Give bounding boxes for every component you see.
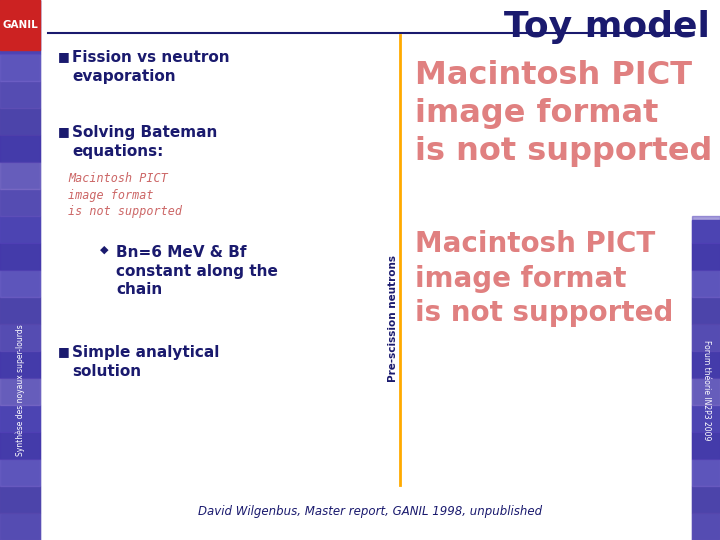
Text: ■: ■ <box>58 125 70 138</box>
Text: Pre-scission neutrons: Pre-scission neutrons <box>388 255 398 382</box>
Bar <box>692 220 720 540</box>
Text: ■: ■ <box>58 50 70 63</box>
Bar <box>0 162 40 189</box>
Bar <box>692 432 720 459</box>
Bar <box>692 351 720 378</box>
Text: Simple analytical
solution: Simple analytical solution <box>72 345 220 379</box>
Bar <box>0 27 40 54</box>
Text: David Wilgenbus, Master report, GANIL 1998, unpublished: David Wilgenbus, Master report, GANIL 19… <box>198 505 542 518</box>
Text: Macintosh PICT
image format
is not supported: Macintosh PICT image format is not suppo… <box>415 230 673 327</box>
Text: Macintosh PICT
image format
is not supported: Macintosh PICT image format is not suppo… <box>68 172 182 218</box>
Bar <box>0 108 40 135</box>
Bar <box>0 324 40 351</box>
Bar <box>692 378 720 405</box>
Bar <box>0 270 40 297</box>
Bar <box>692 486 720 513</box>
Bar <box>0 459 40 486</box>
Bar <box>0 216 40 243</box>
Bar <box>692 459 720 486</box>
Bar <box>0 54 40 81</box>
Bar <box>0 432 40 459</box>
Bar <box>0 513 40 540</box>
Text: Toy model: Toy model <box>504 10 710 44</box>
Bar <box>0 0 40 27</box>
Bar <box>692 270 720 297</box>
Text: Synthèse des noyaux super-lourds: Synthèse des noyaux super-lourds <box>15 324 24 456</box>
Bar <box>0 135 40 162</box>
Bar <box>0 351 40 378</box>
Bar <box>0 0 40 540</box>
Bar <box>0 0 40 50</box>
Bar <box>0 486 40 513</box>
Text: ◆: ◆ <box>100 245 109 255</box>
Text: Bn=6 MeV & Bf
constant along the
chain: Bn=6 MeV & Bf constant along the chain <box>116 245 278 297</box>
Bar <box>692 405 720 432</box>
Bar <box>692 216 720 243</box>
Text: Macintosh PICT
image format
is not supported: Macintosh PICT image format is not suppo… <box>415 60 712 167</box>
Bar <box>0 378 40 405</box>
Text: Solving Bateman
equations:: Solving Bateman equations: <box>72 125 217 159</box>
Bar <box>0 297 40 324</box>
Bar <box>0 243 40 270</box>
Text: Forum théorie IN2P3 2009: Forum théorie IN2P3 2009 <box>701 340 711 440</box>
Text: GANIL: GANIL <box>2 20 38 30</box>
Bar <box>692 243 720 270</box>
Bar <box>692 324 720 351</box>
Bar <box>0 81 40 108</box>
Bar <box>692 513 720 540</box>
Text: ■: ■ <box>58 345 70 358</box>
Bar <box>0 405 40 432</box>
Bar <box>692 297 720 324</box>
Text: Fission vs neutron
evaporation: Fission vs neutron evaporation <box>72 50 230 84</box>
Bar <box>0 189 40 216</box>
